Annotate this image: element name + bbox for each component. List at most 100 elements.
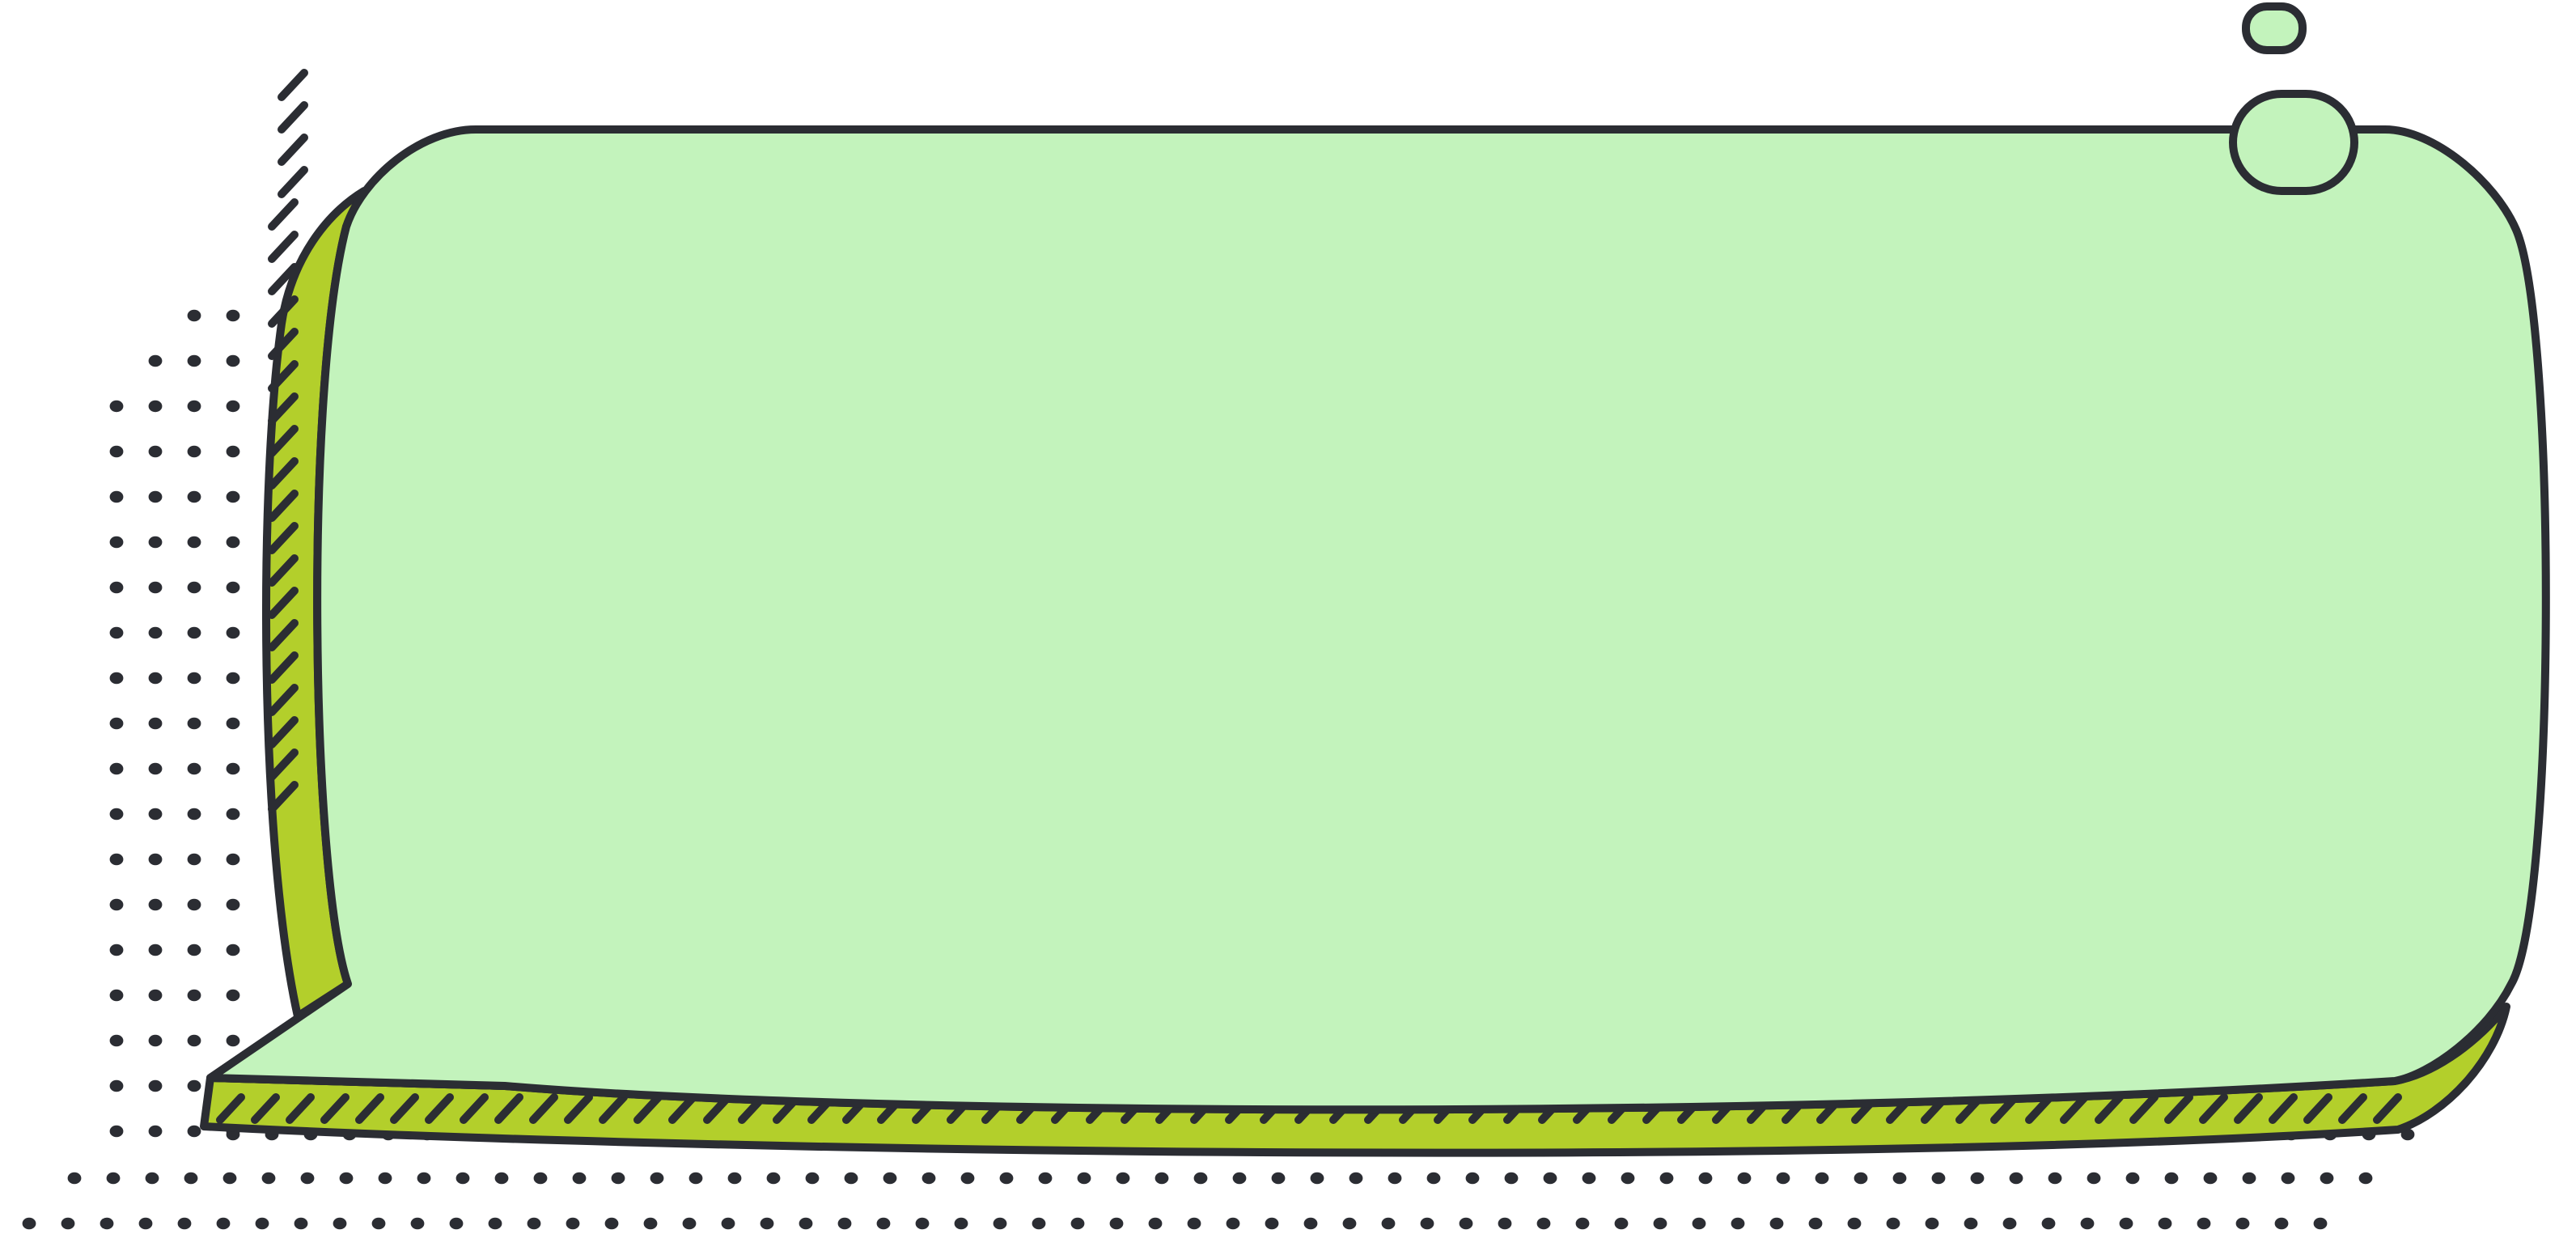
hatch-stroke: [268, 716, 299, 748]
halftone-dot: [148, 1125, 163, 1138]
halftone-dot: [226, 853, 240, 866]
halftone-dot: [1388, 1172, 1402, 1185]
halftone-dot: [488, 1217, 502, 1230]
halftone-dot: [2358, 1172, 2373, 1185]
halftone-dot: [109, 581, 124, 594]
halftone-dot: [1465, 1172, 1480, 1185]
halftone-dot: [109, 808, 124, 821]
halftone-dot: [2313, 1217, 2328, 1230]
hatch-stroke: [278, 69, 308, 101]
hatch-stroke: [278, 101, 308, 134]
halftone-dot: [148, 762, 163, 775]
halftone-dot: [1614, 1217, 1629, 1230]
halftone-dot: [1964, 1217, 1978, 1230]
halftone-dot: [109, 944, 124, 956]
halftone-dot: [61, 1217, 75, 1230]
halftone-dot: [1265, 1217, 1279, 1230]
halftone-dot: [1536, 1217, 1551, 1230]
halftone-dot: [109, 445, 124, 458]
halftone-dot: [22, 1217, 36, 1230]
halftone-dot: [226, 989, 240, 1002]
frame-top-pill-tab: [2229, 90, 2358, 195]
hatch-stroke: [268, 554, 299, 587]
halftone-dot: [960, 1172, 975, 1185]
halftone-dot: [805, 1172, 820, 1185]
halftone-dot: [148, 853, 163, 866]
halftone-dot: [688, 1172, 703, 1185]
halftone-dot: [2274, 1217, 2289, 1230]
halftone-dot: [1582, 1172, 1596, 1185]
halftone-dot: [993, 1217, 1007, 1230]
frame-small-floating-pill: [2242, 2, 2307, 54]
hatch-stroke: [268, 263, 299, 295]
halftone-dot: [1886, 1217, 1900, 1230]
halftone-dot: [187, 309, 201, 322]
halftone-dot: [226, 717, 240, 730]
hatch-stroke: [268, 425, 299, 457]
halftone-dot: [1698, 1172, 1713, 1185]
hatch-stroke: [633, 1093, 663, 1124]
hatch-stroke: [268, 781, 299, 813]
halftone-dot: [2164, 1172, 2179, 1185]
halftone-dot: [109, 536, 124, 549]
halftone-dot: [148, 626, 163, 639]
halftone-dot: [494, 1172, 509, 1185]
halftone-dot: [109, 762, 124, 775]
halftone-dot: [109, 1079, 124, 1092]
halftone-dot: [187, 626, 201, 639]
halftone-dot: [1420, 1217, 1434, 1230]
halftone-dot: [999, 1172, 1014, 1185]
halftone-dot: [2320, 1172, 2334, 1185]
halftone-dot: [1854, 1172, 1868, 1185]
halftone-dot: [226, 490, 240, 503]
halftone-dot: [915, 1217, 930, 1230]
halftone-dot: [1077, 1172, 1091, 1185]
halftone-dot: [2158, 1217, 2172, 1230]
halftone-dot: [226, 354, 240, 367]
hatch-stroke: [355, 1093, 384, 1124]
halftone-dot: [449, 1217, 464, 1230]
halftone-dot: [1575, 1217, 1590, 1230]
halftone-dot: [682, 1217, 697, 1230]
halftone-dot: [226, 672, 240, 685]
halftone-dot: [954, 1217, 968, 1230]
halftone-dot: [187, 536, 201, 549]
halftone-dot: [566, 1217, 580, 1230]
halftone-dot: [255, 1217, 269, 1230]
halftone-dot: [2048, 1172, 2062, 1185]
halftone-dot: [109, 1034, 124, 1047]
halftone-dot: [1226, 1217, 1240, 1230]
halftone-dot: [106, 1172, 121, 1185]
halftone-dot: [922, 1172, 936, 1185]
halftone-dot: [148, 672, 163, 685]
halftone-dot: [1155, 1172, 1169, 1185]
halftone-dot: [1109, 1217, 1124, 1230]
halftone-dot: [187, 898, 201, 911]
halftone-dot: [1426, 1172, 1441, 1185]
hatch-stroke: [251, 1093, 280, 1124]
hatch-stroke: [2129, 1093, 2159, 1124]
hatch-stroke: [2234, 1093, 2263, 1124]
halftone-dot: [187, 445, 201, 458]
halftone-dot: [2002, 1217, 2017, 1230]
halftone-dot: [187, 944, 201, 956]
halftone-dot: [300, 1172, 315, 1185]
hatch-stroke: [278, 134, 308, 166]
halftone-dot: [1271, 1172, 1286, 1185]
hatch-stroke: [2199, 1093, 2228, 1124]
halftone-dot: [148, 445, 163, 458]
halftone-dot: [1381, 1217, 1396, 1230]
halftone-dot: [1303, 1217, 1318, 1230]
hatch-stroke: [268, 360, 299, 392]
halftone-dot: [148, 1034, 163, 1047]
halftone-dot: [799, 1217, 813, 1230]
left-hatch-stripes-icon: [268, 69, 308, 813]
hatch-stroke: [268, 328, 299, 360]
halftone-dot: [2125, 1172, 2140, 1185]
halftone-dot: [1543, 1172, 1557, 1185]
hatch-stroke: [268, 684, 299, 716]
hatch-stroke: [2269, 1093, 2298, 1124]
halftone-dot: [1776, 1172, 1790, 1185]
hatch-stroke: [425, 1093, 454, 1124]
